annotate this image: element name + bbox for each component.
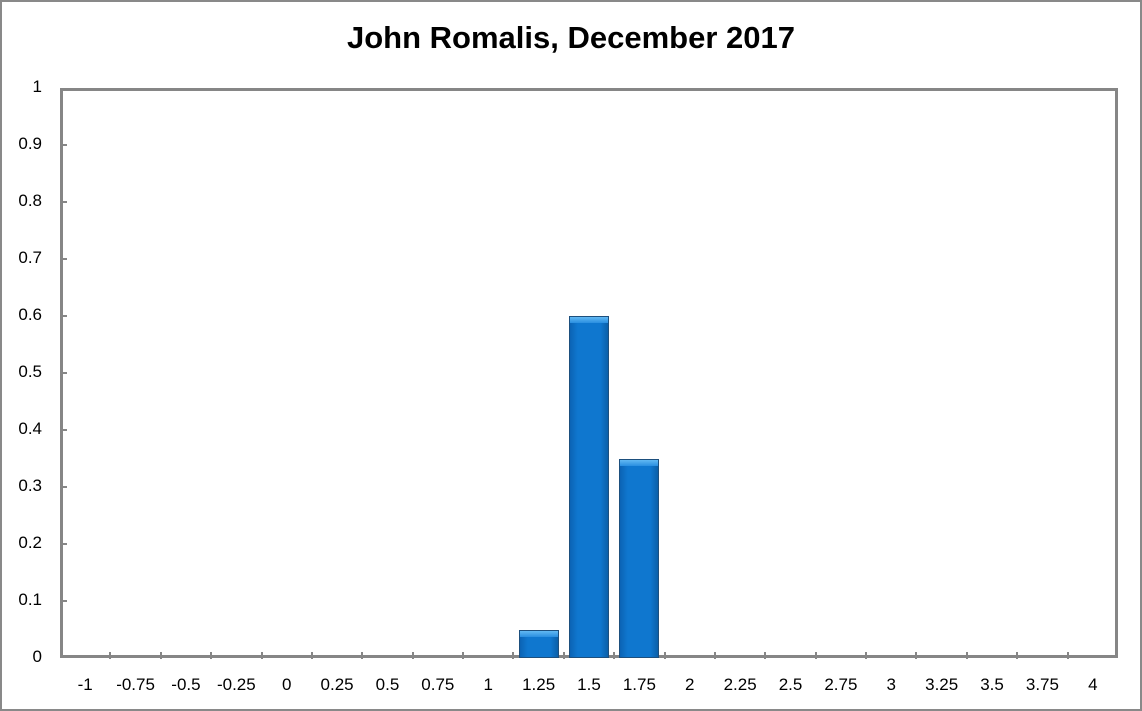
y-tick-label: 1 xyxy=(32,77,42,96)
x-tick xyxy=(1066,652,1069,659)
y-tick xyxy=(60,429,67,431)
x-tick xyxy=(814,652,817,659)
x-tick-label: 2.5 xyxy=(778,675,803,694)
x-tick xyxy=(361,652,364,659)
y-tick-label: 0.8 xyxy=(18,191,42,210)
x-tick-label: 0.75 xyxy=(421,675,455,694)
x-tick xyxy=(764,652,767,659)
x-tick xyxy=(260,652,263,659)
y-tick xyxy=(60,543,67,545)
x-tick xyxy=(965,652,968,659)
x-tick xyxy=(915,652,918,659)
x-tick-label: 2.75 xyxy=(824,675,858,694)
y-tick-label: 0.3 xyxy=(18,476,42,495)
x-tick xyxy=(713,652,716,659)
x-tick-label: 3.5 xyxy=(980,675,1004,694)
y-tick-label: 0 xyxy=(32,647,42,666)
x-tick-label: 3.25 xyxy=(925,675,959,694)
y-tick-label: 0.1 xyxy=(18,590,42,609)
x-tick-label: 3.75 xyxy=(1025,675,1059,694)
y-tick-label: 0.5 xyxy=(18,362,42,381)
y-tick xyxy=(60,201,67,203)
x-tick xyxy=(613,652,616,659)
x-tick-label: 3 xyxy=(886,675,897,694)
x-tick xyxy=(663,652,666,659)
x-tick xyxy=(159,652,162,659)
bar xyxy=(569,316,609,658)
x-tick xyxy=(462,652,465,659)
bar xyxy=(619,458,660,658)
x-tick-label: 4 xyxy=(1088,675,1098,694)
y-tick-label: 0.6 xyxy=(18,305,42,324)
y-tick xyxy=(60,258,67,260)
x-tick-label: -0.5 xyxy=(171,675,201,694)
x-tick xyxy=(109,652,112,659)
y-tick-label: 0.9 xyxy=(18,134,42,153)
chart-title: John Romalis, December 2017 xyxy=(347,20,795,55)
x-tick-label: 0.25 xyxy=(320,675,354,694)
y-tick xyxy=(60,315,67,317)
x-tick-label: 2 xyxy=(685,675,695,694)
x-tick xyxy=(310,652,313,659)
x-tick xyxy=(512,652,515,659)
y-tick xyxy=(60,600,67,602)
bar xyxy=(518,629,559,658)
x-tick xyxy=(411,652,414,659)
x-tick-label: 0.5 xyxy=(375,675,400,694)
y-tick-label: 0.7 xyxy=(18,248,42,267)
x-tick xyxy=(1016,652,1019,659)
y-tick-label: 0.4 xyxy=(18,419,42,438)
y-tick-label: 0.2 xyxy=(18,533,42,552)
x-tick-label: 0 xyxy=(281,675,292,694)
x-tick xyxy=(865,652,868,659)
x-tick-label: -0.25 xyxy=(216,675,256,694)
y-tick xyxy=(60,372,67,374)
y-tick xyxy=(60,486,67,488)
x-tick-label: 1.75 xyxy=(622,675,656,694)
x-tick-label: -1 xyxy=(77,675,93,694)
x-tick xyxy=(210,652,213,659)
x-tick xyxy=(562,652,565,659)
x-tick-label: 2.25 xyxy=(723,675,757,694)
x-tick-label: 1.25 xyxy=(522,675,556,694)
x-tick-label: -0.75 xyxy=(116,675,155,694)
x-tick-label: 1.5 xyxy=(577,675,601,694)
y-tick xyxy=(60,144,67,146)
x-tick-label: 1 xyxy=(483,675,493,694)
